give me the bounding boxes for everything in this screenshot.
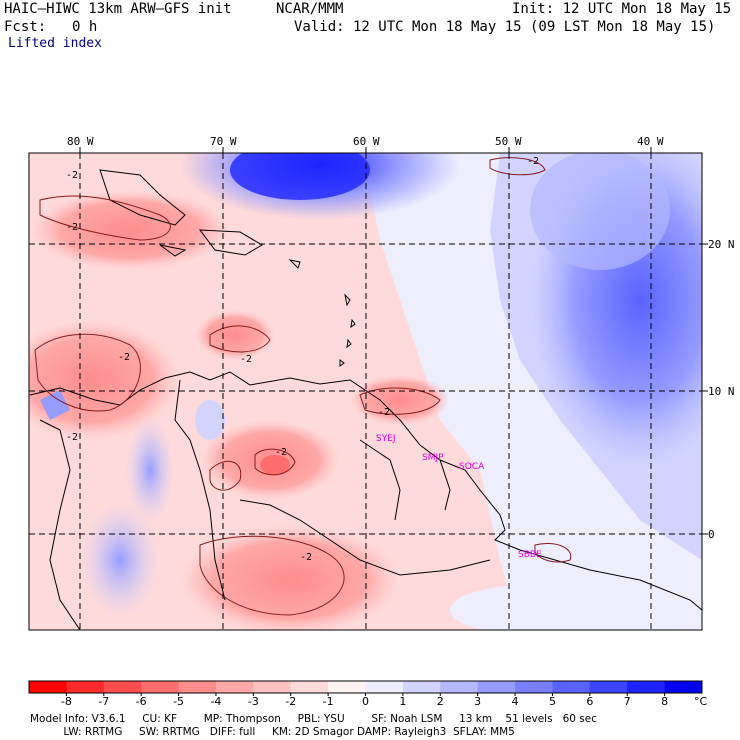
colorbar-swatch xyxy=(253,681,292,693)
colorbar-tick-label: -3 xyxy=(248,695,259,708)
center-label: NCAR/MMM xyxy=(276,1,344,17)
field-name: Lifted index xyxy=(8,36,102,51)
station-label: SYEJ xyxy=(376,434,396,444)
colorbar-swatch xyxy=(589,681,628,693)
contour-label: -2 xyxy=(378,407,390,418)
colorbar-swatch xyxy=(103,681,142,693)
station-label: SBBE xyxy=(518,550,542,560)
colorbar-swatch xyxy=(627,681,666,693)
graticule xyxy=(29,153,702,630)
colorbar-tick-label: 8 xyxy=(661,695,668,708)
colorbar-swatch xyxy=(365,681,404,693)
colorbar-labels: -8 -7 -6 -5 -4 -3 -2 -1 0 1 2 3 4 5 6 7 8 xyxy=(61,695,668,708)
colorbar-tick-label: -1 xyxy=(323,695,334,708)
colorbar-swatch xyxy=(440,681,479,693)
colorbar-swatch xyxy=(178,681,217,693)
lat-label: 20 N xyxy=(708,238,735,251)
model-info-line1: Model Info: V3.6.1 CU: KF MP: Thompson P… xyxy=(30,713,597,725)
colorbar-swatch xyxy=(664,681,703,693)
lon-label: 50 W xyxy=(495,135,522,148)
colorbar-swatch xyxy=(402,681,441,693)
station-label: SMJP xyxy=(422,453,444,463)
colorbar-swatch xyxy=(215,681,254,693)
colorbar-tick-label: -4 xyxy=(210,695,221,708)
forecast-hour: 0 h xyxy=(72,19,98,35)
station-label: SOCA xyxy=(459,462,485,472)
valid-time: Valid: 12 UTC Mon 18 May 15 (09 LST Mon … xyxy=(294,19,716,35)
colorbar-tick-label: 2 xyxy=(437,695,444,708)
colorbar-tick-label: 3 xyxy=(474,695,481,708)
colorbar-tick-label: 6 xyxy=(586,695,593,708)
colorbar-tick-label: 5 xyxy=(549,695,556,708)
colorbar-swatch xyxy=(66,681,105,693)
colorbar-tick-label: 4 xyxy=(512,695,519,708)
init-time: Init: 12 UTC Mon 18 May 15 xyxy=(512,1,732,17)
model-title: HAIC–HIWC 13km ARW–GFS init xyxy=(4,1,232,17)
lat-label: 10 N xyxy=(708,385,735,398)
colorbar-swatch xyxy=(552,681,591,693)
colorbar-swatch xyxy=(141,681,180,693)
lon-label: 70 W xyxy=(210,135,237,148)
colorbar-swatch xyxy=(477,681,516,693)
contour-label: -2 xyxy=(527,156,539,167)
lat-label: 0 xyxy=(708,528,715,541)
model-info-line2: LW: RRTMG SW: RRTMG DIFF: full KM: 2D Sm… xyxy=(30,726,515,738)
contour-label: -2 xyxy=(118,352,130,363)
colorbar-swatch xyxy=(29,681,67,693)
colorbar-tick-label: -6 xyxy=(136,695,147,708)
colorbar-tick-label: 0 xyxy=(362,695,369,708)
colorbar-tick-label: -7 xyxy=(98,695,109,708)
contour-label: -2 xyxy=(275,447,287,458)
colorbar-tick-label: -5 xyxy=(173,695,184,708)
colorbar-tick-label: -8 xyxy=(61,695,72,708)
contour-label: -2 xyxy=(66,432,78,443)
lifted-index-field xyxy=(29,153,702,630)
colorbar-swatch xyxy=(328,681,366,693)
colorbar-unit: °C xyxy=(694,695,708,708)
colorbar-tick-label: 1 xyxy=(399,695,406,708)
forecast-label: Fcst: xyxy=(4,19,47,35)
contour-label: -2 xyxy=(300,552,312,563)
contour-label: -2 xyxy=(66,170,78,181)
contour-label: -2 xyxy=(66,222,78,233)
lon-label: 60 W xyxy=(353,135,380,148)
lon-label: 40 W xyxy=(637,135,664,148)
contours xyxy=(34,157,572,616)
colorbar-tick-label: -2 xyxy=(285,695,296,708)
contour-label: -2 xyxy=(240,354,252,365)
colorbar xyxy=(28,680,703,696)
lon-label: 80 W xyxy=(67,135,94,148)
colorbar-tick-label: 7 xyxy=(624,695,631,708)
ticks xyxy=(79,147,708,535)
colorbar-swatch xyxy=(290,681,329,693)
colorbar-swatch xyxy=(515,681,553,693)
coastlines xyxy=(29,169,702,630)
